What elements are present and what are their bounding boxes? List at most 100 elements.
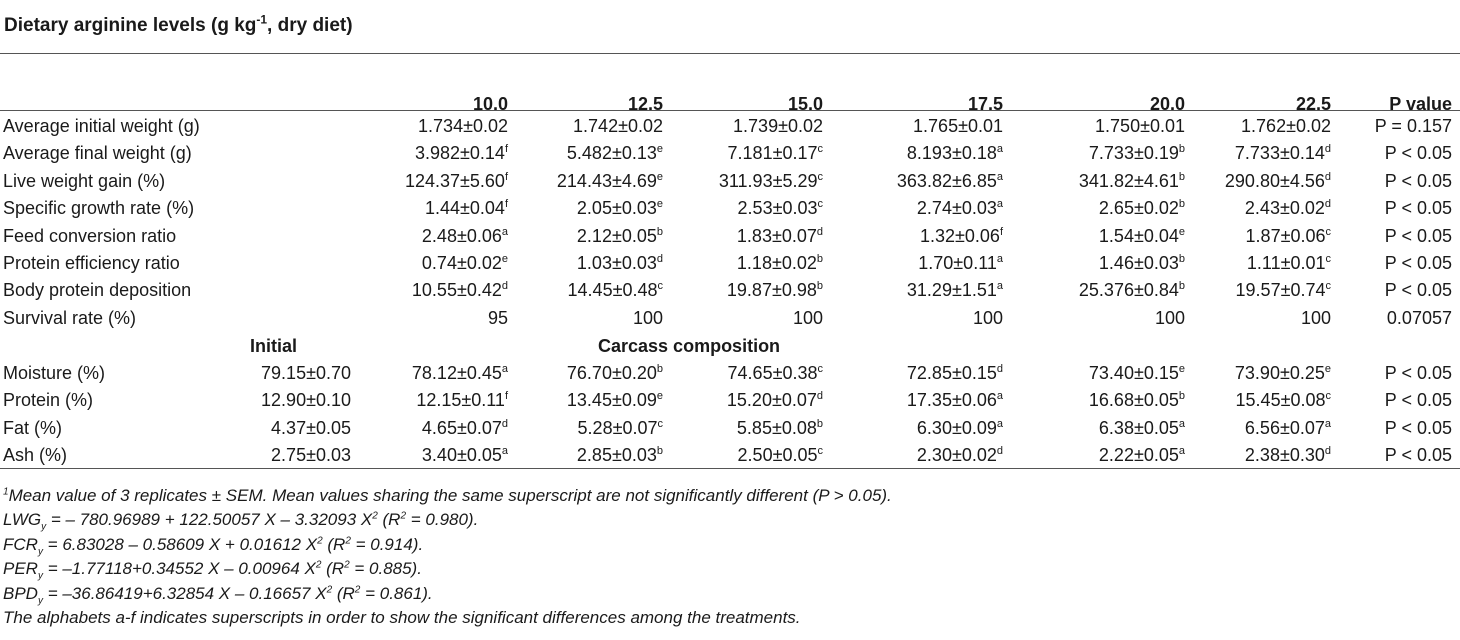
value-cell: 363.82±6.85a — [896, 170, 1003, 191]
value-cell: 1.03±0.03d — [576, 253, 663, 273]
significance-superscript: a — [501, 225, 508, 238]
significance-superscript: a — [1178, 417, 1185, 430]
value-cell: 1.742±0.02 — [573, 116, 663, 136]
value-cell: 16.68±0.05b — [1088, 390, 1185, 411]
value-cell: 76.70±0.20b — [566, 363, 663, 383]
p-value-cell: P < 0.05 — [1384, 170, 1452, 191]
footnote-1: 1Mean value of 3 replicates ± SEM. Mean … — [3, 484, 892, 508]
table-title: Dietary arginine levels (g kg-1, dry die… — [4, 14, 353, 37]
p-value-cell: P < 0.05 — [1384, 198, 1452, 219]
significance-superscript: f — [504, 143, 508, 156]
significance-superscript: c — [1325, 280, 1332, 293]
eq-sup: 2 — [345, 535, 351, 547]
value-cell: 72.85±0.15d — [906, 363, 1003, 383]
header-cell: 12.5 — [627, 94, 663, 114]
significance-superscript: c — [817, 445, 824, 458]
value-cell: 5.482±0.13e — [566, 143, 663, 164]
value-cell: 1.70±0.11a — [918, 253, 1003, 273]
significance-superscript: f — [504, 198, 508, 211]
value-cell: 3.982±0.14f — [414, 143, 508, 164]
value-cell: 1.762±0.02 — [1241, 116, 1331, 136]
significance-superscript: b — [656, 225, 663, 238]
bottom-rule — [0, 468, 1460, 469]
table-row: Average final weight (g) 3.982±0.14f 5.482… — [0, 140, 1460, 167]
value-cell: 100 — [792, 307, 823, 328]
table-row: Protein efficiency ratio 0.74±0.02e 1.03±0… — [0, 250, 1460, 277]
row-label: Survival rate (%) — [3, 307, 137, 328]
value-cell: 25.376±0.84b — [1078, 280, 1185, 301]
eq-sup: 2 — [326, 583, 333, 595]
value-cell: 1.11±0.01c — [1246, 253, 1332, 273]
initial-cell: 4.37±0.05 — [271, 417, 351, 438]
table-row: Feed conversion ratio 2.48±0.06a 2.12±0.05… — [0, 223, 1460, 250]
significance-superscript: c — [817, 363, 824, 375]
significance-superscript: f — [999, 225, 1003, 238]
eq-part: (R — [332, 583, 355, 603]
value-cell: 1.54±0.04e — [1098, 225, 1185, 246]
significance-superscript: d — [501, 280, 508, 293]
eq-part: = 6.83028 – 0.58609 X + 0.01612 X — [42, 534, 318, 554]
footnote-lwg: LWGy = – 780.96989 + 122.50057 X – 3.320… — [3, 508, 892, 532]
eq-part: FCR — [3, 534, 38, 554]
eq-part: (R — [321, 559, 345, 579]
table-row: Live weight gain (%) 124.37±5.60f 214.43±4… — [0, 168, 1460, 195]
value-cell: 74.65±0.38c — [727, 363, 824, 383]
significance-superscript: a — [996, 390, 1003, 403]
value-cell: 1.734±0.02 — [418, 116, 508, 136]
value-cell: 73.90±0.25e — [1234, 363, 1331, 383]
eq-part: = 0.861). — [360, 583, 433, 603]
value-cell: 19.87±0.98b — [726, 280, 823, 301]
header-cell: 20.0 — [1149, 94, 1185, 114]
row-label: Protein (%) — [3, 390, 94, 411]
value-cell: 100 — [1154, 307, 1185, 328]
p-value-cell: P = 0.157 — [1374, 116, 1452, 136]
p-value-cell: P < 0.05 — [1384, 445, 1452, 466]
significance-superscript: a — [996, 143, 1003, 156]
value-cell: 5.28±0.07c — [577, 417, 664, 438]
table-footnotes: 1Mean value of 3 replicates ± SEM. Mean … — [3, 484, 892, 630]
p-value-cell: P < 0.05 — [1384, 417, 1452, 438]
eq-part: = – 780.96989 + 122.50057 X – 3.32093 X — [46, 510, 373, 530]
value-cell: 214.43±4.69e — [556, 170, 663, 191]
value-cell: 95 — [487, 307, 508, 328]
significance-superscript: c — [1325, 390, 1332, 403]
value-cell: 12.15±0.11f — [416, 390, 508, 411]
value-cell: 15.45±0.08c — [1235, 390, 1332, 411]
header-cell: P value — [1389, 94, 1452, 114]
significance-superscript: e — [656, 198, 663, 211]
eq-sup: 2 — [317, 535, 323, 547]
significance-superscript: a — [996, 198, 1003, 211]
value-cell: 6.56±0.07a — [1244, 417, 1331, 438]
value-cell: 7.733±0.19b — [1088, 143, 1185, 164]
table-row: Body protein deposition 10.55±0.42d 14.45±… — [0, 277, 1460, 304]
eq-part: (R — [322, 534, 346, 554]
row-label: Average initial weight (g) — [3, 116, 200, 136]
p-value-cell: P < 0.05 — [1384, 143, 1452, 164]
table-row: Ash (%) 2.75±0.03 3.40±0.05a 2.85±0.03b 2.50… — [0, 442, 1460, 469]
title-tail: , dry diet) — [267, 15, 353, 36]
value-cell: 19.57±0.74c — [1235, 280, 1332, 301]
value-cell: 1.739±0.02 — [733, 116, 823, 136]
value-cell: 2.05±0.03e — [576, 198, 663, 219]
eq-sup: 2 — [354, 583, 361, 595]
significance-superscript: d — [656, 253, 663, 265]
significance-superscript: d — [1324, 143, 1331, 156]
eq-part: (R — [377, 510, 401, 530]
footnote-text: Mean value of 3 replicates ± SEM. Mean v… — [8, 486, 892, 505]
significance-superscript: e — [1178, 363, 1185, 375]
table-row: Average initial weight (g) 1.734±0.02 1.74… — [0, 113, 1460, 140]
significance-superscript: c — [1325, 253, 1332, 265]
value-cell: 100 — [632, 307, 663, 328]
value-cell: 1.87±0.06c — [1245, 225, 1331, 246]
significance-superscript: b — [1178, 198, 1185, 211]
footnote-bpd: BPDy = –36.86419+6.32854 X – 0.16657 X2 … — [3, 582, 892, 606]
significance-superscript: a — [996, 253, 1003, 265]
value-cell: 1.765±0.01 — [913, 116, 1003, 136]
p-value-cell: P < 0.05 — [1384, 390, 1452, 411]
significance-superscript: c — [657, 417, 664, 430]
value-cell: 1.18±0.02b — [736, 253, 823, 273]
significance-superscript: e — [656, 143, 663, 156]
row-label: Specific growth rate (%) — [3, 198, 195, 219]
value-cell: 7.181±0.17c — [727, 143, 823, 164]
significance-superscript: a — [996, 417, 1003, 430]
